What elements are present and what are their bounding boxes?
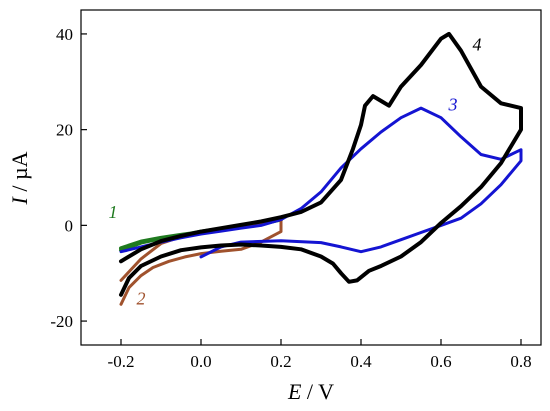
x-axis-ticks: -0.2 0.0 0.2 0.4 0.6 0.8	[108, 339, 532, 371]
y-tick-label-1: 0	[65, 216, 74, 235]
y-axis-ticks: -20 0 20 40	[50, 25, 87, 331]
series-2-label: 2	[137, 288, 146, 308]
series-labels: 1 2 3 4	[109, 35, 482, 309]
plot-frame	[80, 9, 542, 346]
y-tick-label-0: -20	[50, 312, 73, 331]
x-tick-label-2: 0.2	[270, 352, 291, 371]
y-tick-label-3: 40	[56, 25, 73, 44]
y-axis-title: I / µA	[7, 151, 32, 205]
series-1-label: 1	[109, 202, 118, 222]
series-4-label: 4	[473, 35, 482, 55]
series-3-label: 3	[448, 95, 458, 115]
x-tick-label-0: -0.2	[108, 352, 135, 371]
series-3-curve	[119, 106, 523, 259]
x-tick-label-1: 0.0	[190, 352, 211, 371]
series-4-curve	[119, 31, 523, 297]
x-axis-title: E / V	[287, 379, 334, 404]
x-tick-label-4: 0.6	[430, 352, 451, 371]
y-tick-label-2: 20	[56, 121, 73, 140]
curves	[119, 31, 523, 306]
x-tick-label-3: 0.4	[350, 352, 372, 371]
x-tick-label-5: 0.8	[510, 352, 531, 371]
